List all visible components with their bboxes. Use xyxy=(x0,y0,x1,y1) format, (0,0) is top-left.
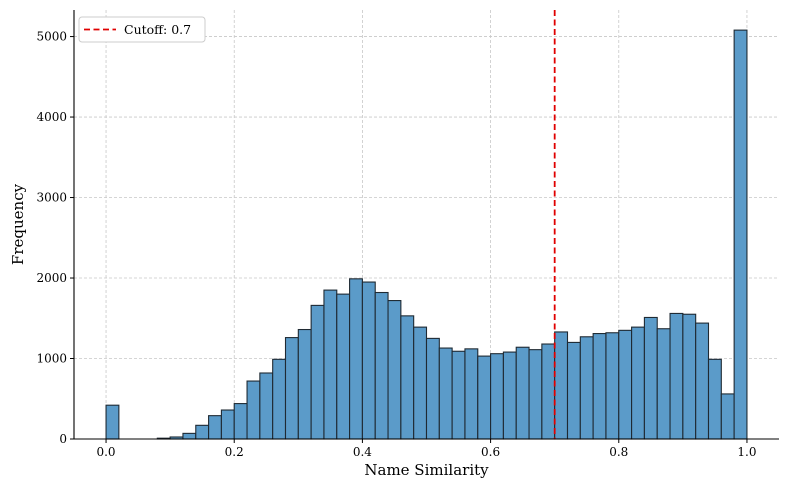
legend-cutoff-label: Cutoff: 0.7 xyxy=(124,22,191,37)
y-axis-title: Frequency xyxy=(9,183,27,265)
x-axis-ticks: 0.0 0.2 0.4 0.6 0.8 1.0 xyxy=(96,439,757,459)
y-tick-label: 4000 xyxy=(36,110,67,124)
histogram-bar xyxy=(233,403,248,440)
histogram-bar xyxy=(349,278,363,440)
legend-box xyxy=(78,16,206,43)
histogram-bar xyxy=(413,326,428,440)
x-tick-label: 1.0 xyxy=(737,445,756,459)
x-tick-label: 0.0 xyxy=(96,445,115,459)
x-tick-label: 0.8 xyxy=(609,445,628,459)
histogram-bar xyxy=(566,341,581,440)
histogram-bar xyxy=(605,332,620,440)
x-tick-label: 0.2 xyxy=(225,445,244,459)
histogram-bar xyxy=(656,328,671,440)
histogram-bars xyxy=(105,29,748,440)
histogram-bar xyxy=(554,331,569,440)
y-tick-label: 1000 xyxy=(36,352,67,366)
histogram-bar xyxy=(297,328,312,440)
histogram-bar xyxy=(272,358,287,440)
histogram-bar xyxy=(105,404,120,440)
histogram-bar xyxy=(323,289,338,440)
histogram-bar xyxy=(682,313,697,440)
histogram-bar xyxy=(490,353,504,440)
histogram-bar xyxy=(451,350,466,440)
histogram-bar xyxy=(374,291,389,440)
histogram-bar xyxy=(528,349,543,440)
histogram-bar xyxy=(579,336,594,440)
y-tick-label: 5000 xyxy=(36,30,67,44)
histogram-bar xyxy=(515,346,530,440)
histogram-bar xyxy=(502,351,517,440)
histogram-bar xyxy=(182,432,197,440)
histogram-bar xyxy=(336,293,351,440)
y-tick-label: 3000 xyxy=(36,191,67,205)
histogram-bar xyxy=(464,348,479,440)
histogram-bar xyxy=(618,329,633,440)
histogram-bar xyxy=(695,322,710,440)
x-tick-label: 0.6 xyxy=(481,445,500,459)
y-tick-label: 2000 xyxy=(36,271,67,285)
histogram-bar xyxy=(438,347,453,440)
histogram-bar xyxy=(720,393,735,440)
histogram-bar xyxy=(477,355,492,440)
histogram-bar xyxy=(284,337,299,440)
histogram-bar xyxy=(310,304,325,440)
histogram-bar xyxy=(592,333,607,440)
histogram-bar xyxy=(631,326,645,440)
histogram-bar xyxy=(733,29,748,440)
histogram-bar xyxy=(669,312,684,440)
histogram-bar xyxy=(387,300,402,440)
histogram-bar xyxy=(259,372,274,440)
histogram-bar xyxy=(425,337,440,440)
histogram-bar xyxy=(361,281,376,440)
histogram-bar xyxy=(208,415,222,440)
axes xyxy=(73,10,779,440)
histogram-bar xyxy=(195,424,210,440)
histogram-bar xyxy=(643,316,658,440)
x-tick-label: 0.4 xyxy=(353,445,372,459)
legend: Cutoff: 0.7 xyxy=(78,16,206,43)
histogram-bar xyxy=(541,343,556,440)
histogram-bar xyxy=(707,358,722,440)
y-axis-ticks: 0 1000 2000 3000 4000 5000 xyxy=(36,30,74,446)
histogram-bar xyxy=(220,409,235,440)
x-axis-title: Name Similarity xyxy=(364,461,489,479)
histogram-bar xyxy=(246,380,261,440)
y-tick-label: 0 xyxy=(59,432,67,446)
histogram-bar xyxy=(400,315,415,440)
